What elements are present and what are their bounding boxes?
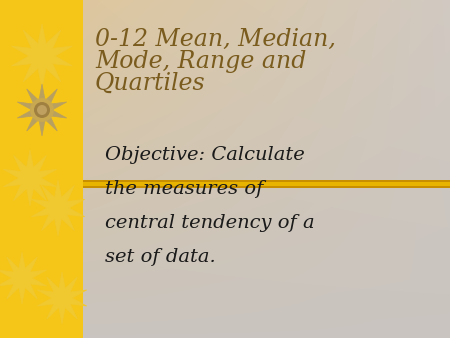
Text: the measures of: the measures of: [105, 180, 263, 198]
Polygon shape: [32, 180, 85, 236]
Polygon shape: [17, 84, 67, 136]
Polygon shape: [12, 24, 72, 88]
Circle shape: [34, 102, 50, 118]
Text: Mode, Range and: Mode, Range and: [95, 50, 306, 73]
Bar: [83, 180, 450, 188]
Polygon shape: [0, 252, 47, 304]
Text: Objective: Calculate: Objective: Calculate: [105, 146, 305, 164]
Text: 0-12 Mean, Median,: 0-12 Mean, Median,: [95, 28, 336, 51]
Polygon shape: [37, 272, 87, 324]
Text: central tendency of a: central tendency of a: [105, 214, 315, 232]
Polygon shape: [3, 150, 57, 206]
Text: Quartiles: Quartiles: [95, 72, 206, 95]
Circle shape: [30, 98, 54, 122]
Text: set of data.: set of data.: [105, 248, 216, 266]
Bar: [83, 182, 450, 186]
Circle shape: [37, 105, 47, 115]
